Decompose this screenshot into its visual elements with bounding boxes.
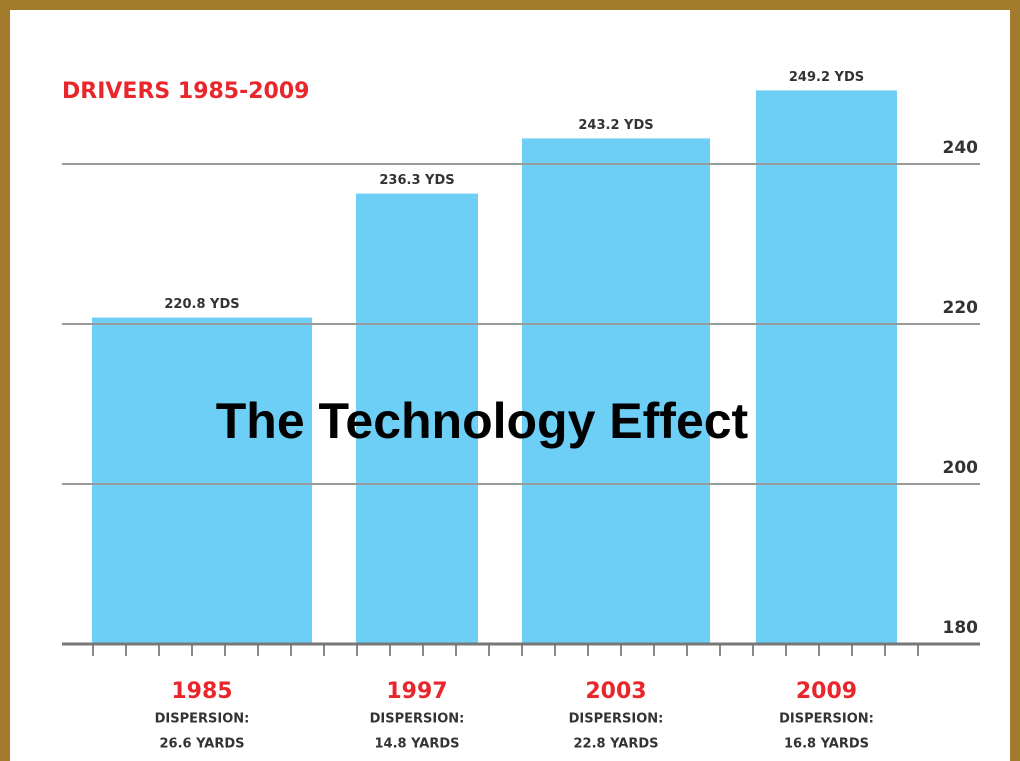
dispersion-value: 16.8 YARDS [784, 737, 869, 752]
y-tick-label: 180 [943, 618, 979, 638]
x-tick-label: 1997 [386, 679, 447, 704]
bar [92, 317, 312, 644]
dispersion-heading: DISPERSION: [155, 712, 250, 727]
value-label: 220.8 YDS [164, 297, 239, 312]
y-tick-label: 200 [943, 458, 979, 478]
y-tick-label: 240 [943, 138, 979, 158]
dispersion-value: 14.8 YARDS [375, 737, 460, 752]
value-label: 236.3 YDS [379, 173, 454, 188]
dispersion-value: 26.6 YARDS [160, 737, 245, 752]
bar [522, 138, 710, 644]
x-tick-label: 2009 [796, 679, 857, 704]
dispersion-heading: DISPERSION: [569, 712, 664, 727]
bar [356, 193, 478, 644]
dispersion-heading: DISPERSION: [370, 712, 465, 727]
dispersion-heading: DISPERSION: [779, 712, 874, 727]
x-tick-label: 1985 [171, 679, 232, 704]
chart-title: The Technology Effect [216, 393, 749, 449]
y-tick-label: 220 [943, 298, 979, 318]
value-label: 243.2 YDS [578, 118, 653, 133]
dispersion-value: 22.8 YARDS [574, 737, 659, 752]
x-tick-label: 2003 [585, 679, 646, 704]
bar [756, 90, 897, 644]
chart-subtitle: DRIVERS 1985-2009 [62, 79, 309, 104]
value-label: 249.2 YDS [789, 70, 864, 85]
